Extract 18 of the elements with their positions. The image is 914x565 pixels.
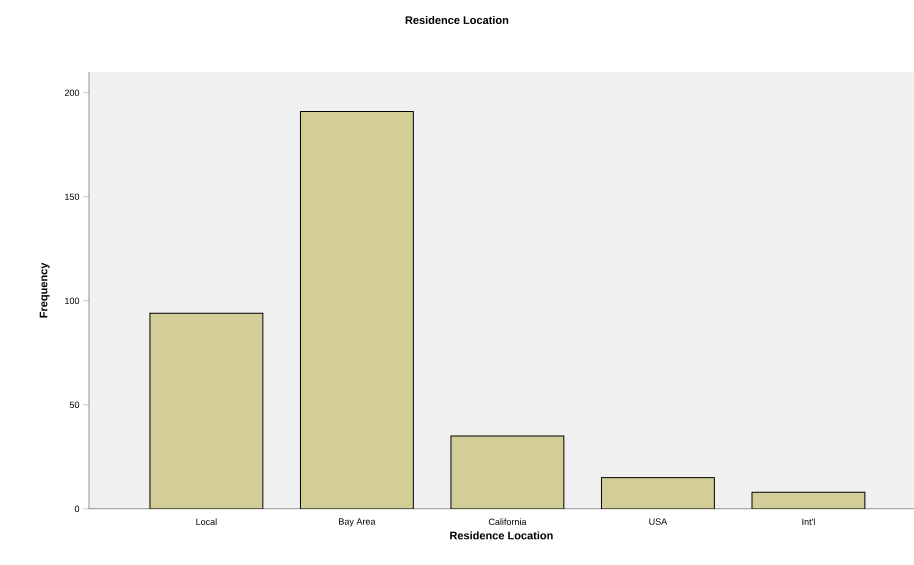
x-tick-label: Bay Area [339, 518, 376, 527]
y-axis-title: Frequency [40, 262, 50, 318]
bar [751, 492, 866, 509]
x-tick-label: Local [196, 518, 217, 526]
chart-title: Residence Location [406, 16, 508, 24]
x-axis-title: Residence Location [450, 531, 553, 540]
y-tick-label: 0 [74, 506, 80, 512]
bar [600, 477, 715, 509]
x-tick-label: Int'l [802, 518, 815, 526]
y-tick-label: 200 [64, 90, 80, 96]
y-tick-label: 150 [65, 194, 80, 200]
bar [149, 312, 264, 509]
bar [300, 111, 414, 509]
y-tick-label: 50 [70, 402, 80, 408]
y-tick-label: 100 [65, 298, 80, 304]
x-tick-label: California [488, 518, 526, 526]
bar [450, 436, 564, 509]
x-tick-label: USA [649, 518, 668, 525]
